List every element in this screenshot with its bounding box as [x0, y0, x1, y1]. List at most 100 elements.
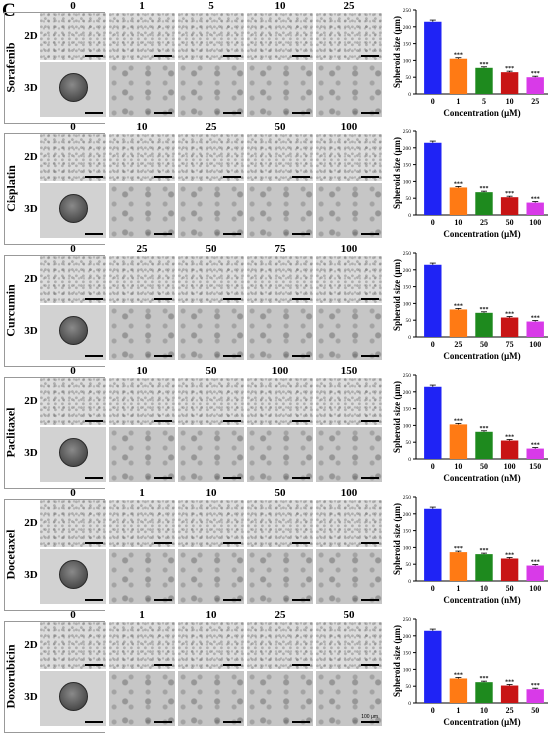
dose-label: 10: [136, 121, 148, 133]
y-tick-label: 250: [403, 373, 412, 379]
spheroid: [59, 73, 88, 102]
bar: [526, 565, 544, 581]
micrograph-3d: [109, 671, 175, 726]
drug-name-label: Paclitaxel: [3, 407, 18, 457]
micrograph-2d: [316, 13, 382, 60]
scale-bar: [292, 477, 310, 479]
x-tick-label: 10: [480, 706, 488, 715]
micrograph-3d: [109, 549, 175, 604]
micrograph-3d: [247, 62, 313, 117]
y-tick-label: 100: [403, 179, 412, 185]
significance-label: ***: [505, 552, 514, 558]
micrograph-3d: [40, 427, 106, 482]
panel-docetaxel: Docetaxel 2D 3D 0 1 10 50 100 0 50 100 150 200 250 Sph…: [0, 487, 550, 611]
dose-label: 50: [205, 243, 217, 255]
scale-bar: [154, 298, 172, 300]
dose-label: 10: [205, 487, 217, 499]
y-tick-label: 150: [403, 407, 412, 413]
scale-bar: [154, 477, 172, 479]
y-tick-label: 0: [408, 335, 411, 341]
panel-doxorubicin: Doxorubicin 2D 3D 0 1 10 25 50 100 μm 0 50 100 150 20…: [0, 609, 550, 733]
bar: [526, 77, 544, 94]
y-tick-label: 200: [403, 390, 412, 396]
scale-bar: [223, 298, 241, 300]
drug-name: Sorafenib: [2, 12, 20, 122]
x-tick-label: 100: [504, 462, 516, 471]
micrograph-2d: [109, 378, 175, 425]
dose-label: 5: [208, 0, 214, 12]
dose-label: 75: [274, 243, 286, 255]
bar: [526, 448, 544, 459]
significance-label: ***: [480, 62, 489, 68]
micrograph-2d: [178, 622, 244, 669]
bar: [526, 321, 544, 337]
micrograph-2d: [40, 378, 106, 425]
significance-label: ***: [480, 548, 489, 554]
scale-bar: [154, 542, 172, 544]
micrograph-2d: [316, 256, 382, 303]
spheroid: [59, 438, 88, 467]
y-tick-label: 0: [408, 701, 411, 707]
significance-label: ***: [531, 316, 540, 322]
scale-bar: [154, 664, 172, 666]
panel-letter: C: [2, 0, 16, 21]
bar: [424, 21, 442, 94]
bar: [449, 678, 468, 703]
dose-label: 25: [205, 121, 217, 133]
scale-bar: [85, 176, 103, 178]
significance-label: ***: [454, 418, 463, 424]
panel-cisplatin: Cisplatin 2D 3D 0 10 25 50 100 0 50 100 150 200 250 Sp…: [0, 121, 550, 245]
micrograph-2d: [178, 256, 244, 303]
spheroid: [59, 682, 88, 711]
micrograph-2d: [247, 13, 313, 60]
scale-bar: [292, 599, 310, 601]
scale-bar: [85, 542, 103, 544]
scale-bar: [85, 233, 103, 235]
dose-label: 0: [70, 121, 76, 133]
x-tick-label: 50: [506, 218, 514, 227]
x-axis-label: Concentration (μM): [443, 229, 520, 239]
y-tick-label: 200: [403, 634, 412, 640]
bar: [475, 192, 493, 215]
micrograph-3d: [40, 549, 106, 604]
scale-bar: [292, 55, 310, 57]
x-tick-label: 5: [482, 97, 486, 106]
y-tick-label: 50: [406, 562, 412, 568]
micrograph-3d: [178, 305, 244, 360]
panel-bracket: [4, 255, 105, 367]
scale-bar: [361, 477, 379, 479]
y-tick-label: 100: [403, 58, 412, 64]
y-tick-label: 200: [403, 268, 412, 274]
micrograph-2d: [109, 13, 175, 60]
condition-label-2d: 2D: [24, 30, 38, 42]
bar: [500, 685, 519, 703]
micrograph-2d: [40, 13, 106, 60]
y-tick-label: 250: [403, 129, 412, 135]
y-tick-label: 200: [403, 146, 412, 152]
x-tick-label: 50: [480, 462, 488, 471]
micrograph-3d: [40, 305, 106, 360]
scale-bar: [85, 477, 103, 479]
micrograph-2d: [316, 134, 382, 181]
scale-bar: [292, 542, 310, 544]
micrograph-2d: [109, 134, 175, 181]
y-tick-label: 250: [403, 8, 412, 14]
y-tick-label: 0: [408, 579, 411, 585]
dose-label: 0: [70, 0, 76, 12]
y-tick-label: 150: [403, 42, 412, 48]
micrograph-3d: [316, 183, 382, 238]
scale-bar: [154, 355, 172, 357]
bar: [500, 317, 519, 337]
micrograph-2d: [40, 500, 106, 547]
dose-label: 100: [271, 365, 289, 377]
micrograph-3d: [109, 62, 175, 117]
scale-bar: [361, 298, 379, 300]
scale-bar: [154, 599, 172, 601]
scale-bar: [292, 420, 310, 422]
scale-bar: [223, 664, 241, 666]
panel-bracket: [4, 499, 105, 611]
y-tick-label: 150: [403, 285, 412, 291]
significance-label: ***: [480, 676, 489, 682]
scale-bar: [154, 55, 172, 57]
